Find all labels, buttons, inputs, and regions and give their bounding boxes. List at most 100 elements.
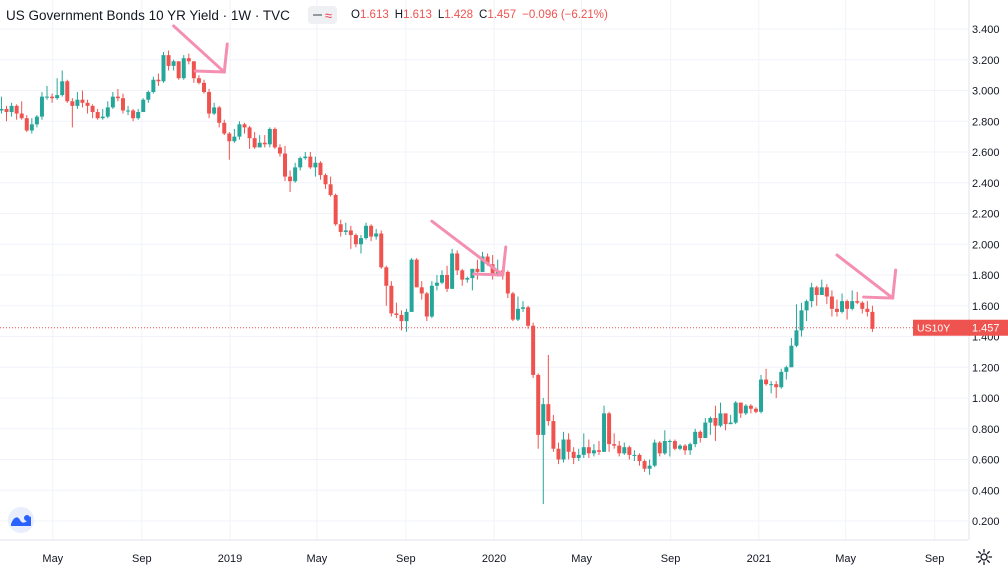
candle [753,407,758,414]
y-tick-label: 0.600 [972,455,1000,467]
symbol-title[interactable]: US Government Bonds 10 YR Yield · 1W · T… [6,7,290,23]
annotation-arrow[interactable] [835,253,898,300]
settings-button[interactable] [974,547,994,567]
candle [242,122,247,134]
candle-body [769,384,774,386]
candle [14,104,19,120]
candle-body [475,268,480,272]
candle [662,430,667,455]
candle-body [186,58,191,62]
candle-body [298,158,303,168]
candle-body [399,314,404,322]
candle [126,105,131,116]
candle-body [379,233,384,268]
candle-body [510,293,515,320]
y-tick-label: 1.000 [972,393,1000,405]
candle [0,96,4,114]
candle [424,291,429,322]
y-tick-label: 3.400 [972,24,1000,36]
candle [394,302,399,319]
candle [247,125,252,149]
candle-body [151,79,156,93]
candle [819,279,824,295]
grid [0,0,968,540]
candle-body [176,61,181,79]
candle [217,105,222,128]
candle-body [576,454,581,458]
x-axis[interactable]: MaySep2019MaySep2020MaySep2021MaySep2022 [0,539,1008,565]
candle [29,118,34,134]
candle [834,299,839,317]
candle [191,61,196,83]
candle-body [409,259,414,312]
tradingview-logo-icon[interactable] [8,507,34,533]
annotation-arrow[interactable] [430,219,508,277]
arrow-shaft [835,253,895,300]
candle-body [0,108,4,111]
candle [642,459,647,472]
candle-body [662,441,667,454]
candle-body [718,413,723,426]
candle-body [126,110,131,112]
candle [323,173,328,189]
candle [652,439,657,468]
candle-body [394,313,399,315]
indicator-toggle[interactable]: ≈ [307,6,338,24]
candle [404,308,409,332]
ohlc-change: −0.096 (−6.21%) [522,9,608,21]
candle-body [217,107,222,123]
candle [541,398,546,505]
candle-body [551,421,556,449]
candle [272,127,277,149]
candle [465,276,470,283]
candle [591,444,596,457]
candle [201,79,206,94]
candle [622,442,627,455]
wave-icon[interactable]: ≈ [324,7,333,23]
candle-body [647,465,652,469]
candle [166,50,171,71]
x-tick-label: May [571,553,592,565]
candle [303,152,308,160]
candle-body [738,402,743,414]
candle-body [90,105,95,113]
candle [65,79,70,103]
candle [703,417,708,438]
candle [470,268,475,291]
candle-body [855,301,860,303]
candle-body [55,95,60,99]
candle-body [166,55,171,66]
candle-body [753,408,758,412]
candle [576,448,581,462]
candle [95,108,100,120]
candle-body [272,128,277,148]
candle [475,259,480,280]
candle-body [829,296,834,309]
candle [212,102,217,116]
candle [34,115,39,128]
gear-icon[interactable] [974,547,994,567]
candle [171,59,176,71]
candle [232,128,237,143]
y-axis[interactable]: 3.400 3.200 3.000 2.800 2.600 2.400 2.200 2.000… [968,0,1000,540]
minus-icon[interactable] [312,14,322,16]
candle [80,90,85,108]
candle-body [414,259,419,288]
candle [19,101,24,120]
candle-body [819,287,824,295]
candle [748,404,753,414]
candle-body [343,230,348,232]
candle [627,445,632,460]
arrow-head-up [222,42,229,74]
candle [384,265,389,306]
candle [607,411,612,452]
candle [571,447,576,465]
candle-body [561,439,566,460]
candle [156,73,161,86]
candle-body [161,55,166,82]
candle [809,282,814,308]
candle-body [804,301,809,311]
annotation-arrow[interactable] [172,24,229,74]
